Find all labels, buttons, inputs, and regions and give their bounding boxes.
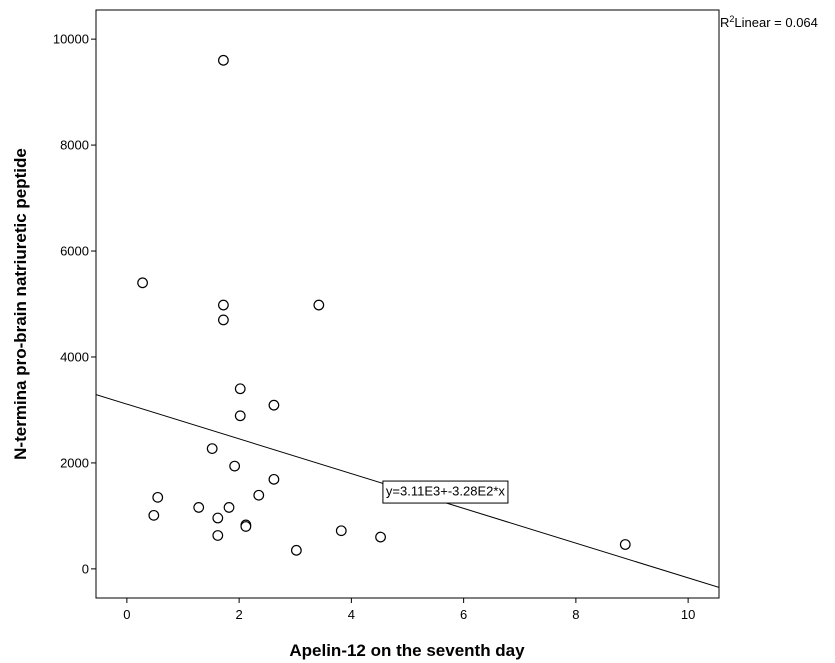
r2-superscript: 2 xyxy=(729,14,734,24)
data-point xyxy=(218,54,229,66)
data-point xyxy=(212,512,224,524)
data-point xyxy=(240,521,252,532)
x-tick-label: 10 xyxy=(681,607,695,622)
x-tick-label: 2 xyxy=(236,607,243,622)
x-tick-label: 6 xyxy=(460,607,467,622)
data-point xyxy=(137,277,148,289)
data-point xyxy=(206,443,218,455)
data-point xyxy=(335,525,347,537)
data-point xyxy=(193,502,205,513)
data-point xyxy=(619,539,631,550)
x-tick-label: 8 xyxy=(572,607,579,622)
y-tick-label: 4000 xyxy=(60,349,89,364)
x-axis-ticks: 0 2 4 6 8 10 xyxy=(123,598,695,622)
fit-equation-label: y=3.11E3+-3.28E2*x xyxy=(386,483,506,498)
data-point xyxy=(268,399,280,411)
data-point xyxy=(223,502,235,513)
x-axis-title: Apelin-12 on the seventh day xyxy=(289,641,525,660)
y-axis-title: N-termina pro-brain natriuretic peptide xyxy=(11,148,30,460)
data-point xyxy=(152,491,164,503)
data-point xyxy=(218,314,229,326)
plot-area xyxy=(95,9,720,599)
r2-label: R2Linear = 0.064 xyxy=(720,14,818,30)
r2-value: Linear = 0.064 xyxy=(734,15,817,30)
data-points xyxy=(137,54,631,556)
y-tick-label: 8000 xyxy=(60,138,89,153)
fit-equation-box: y=3.11E3+-3.28E2*x xyxy=(382,480,509,504)
data-point xyxy=(290,544,302,556)
y-tick-label: 10000 xyxy=(53,32,89,47)
x-tick-label: 4 xyxy=(348,607,355,622)
data-point xyxy=(234,383,246,395)
y-tick-label: 2000 xyxy=(60,455,89,470)
data-point xyxy=(268,473,280,485)
data-point xyxy=(148,509,160,521)
data-point xyxy=(375,531,386,543)
y-tick-label: 6000 xyxy=(60,244,89,259)
data-point xyxy=(229,460,241,472)
x-tick-label: 0 xyxy=(123,607,130,622)
data-point xyxy=(212,530,224,541)
data-point xyxy=(313,299,325,311)
y-tick-label: 0 xyxy=(82,561,89,576)
data-point xyxy=(234,410,246,422)
data-point xyxy=(218,299,229,311)
y-axis-ticks: 0 2000 4000 6000 8000 10000 xyxy=(53,32,96,576)
data-point xyxy=(253,489,265,501)
